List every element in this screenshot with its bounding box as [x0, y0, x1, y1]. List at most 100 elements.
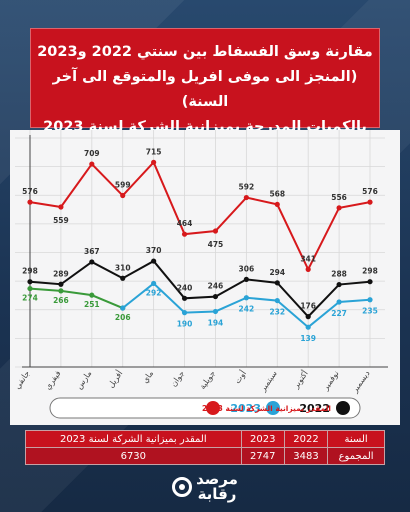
data-label-budget: 464: [177, 219, 193, 228]
series-point-budget: [58, 204, 64, 210]
table-header-cell: 2023: [240, 430, 285, 448]
data-label-2022: 310: [115, 263, 131, 272]
series-point-2022: [151, 258, 157, 264]
data-label-2022: 240: [177, 283, 193, 292]
x-tick-label: أكتوبر: [290, 368, 310, 390]
data-label-budget: 556: [331, 193, 347, 202]
summary-table: السنة 2022 2023 المقدر بميزانية الشركة ل…: [25, 430, 385, 465]
data-label-budget: 576: [22, 187, 38, 196]
series-line-budget: [29, 160, 371, 272]
logo: مرصد رقابة: [155, 470, 255, 504]
data-label-budget: 568: [269, 189, 285, 198]
series-point-2023-forecast: [151, 280, 157, 287]
series-point-budget: [274, 201, 280, 208]
legend-label-2023: 2023: [230, 402, 261, 415]
data-label-budget: 592: [239, 183, 255, 192]
table-cell: المجموع: [327, 447, 385, 465]
series-point-budget: [243, 194, 249, 201]
x-tick-label: مارس: [74, 369, 93, 391]
data-label-2023-forecast: 242: [239, 305, 255, 314]
legend-label-2022: 2022: [299, 402, 330, 415]
x-tick-label: جوان: [169, 369, 186, 388]
x-tick-label: أوت: [232, 368, 248, 385]
series-point-budget: [151, 159, 157, 165]
series-point-budget: [212, 228, 219, 234]
series-point-2022: [27, 279, 33, 285]
legend-swatch-budget: [206, 401, 220, 415]
table-header-cell: 2022: [283, 430, 329, 448]
series-point-2023-actual: [27, 285, 33, 292]
data-label-2023-forecast: 232: [269, 308, 285, 317]
series-point-2023-forecast: [120, 305, 126, 311]
x-tick-label: أفريل: [105, 368, 124, 389]
series-point-budget: [336, 205, 342, 211]
line-chart: 576 559 709 599 715 464 475 592 568 341 556 576 298 2…: [13, 130, 388, 419]
logo-mark-icon: [172, 477, 193, 497]
series-point-2022: [212, 293, 219, 300]
data-label-2023-forecast: 227: [331, 309, 347, 318]
data-label-budget: 599: [115, 181, 131, 190]
title-box: مقارنة وسق الفسفاط بين سنتي 2022 و2023 (…: [30, 28, 380, 135]
data-label-2023-forecast: 292: [146, 288, 162, 297]
table-header-cell: السنة: [327, 430, 385, 448]
x-tick-label: سبتمبر: [258, 369, 279, 394]
series-point-2022: [243, 276, 249, 283]
title-line-2: (المنجز الى موفى افريل والمتوقع الى آخر …: [52, 69, 358, 110]
data-label-2023-actual: 251: [84, 300, 100, 309]
logo-text: مرصد رقابة: [196, 472, 238, 502]
data-label-2023-actual: 274: [22, 294, 38, 303]
x-tick-label: نوفمبر: [320, 369, 340, 393]
data-label-2022: 289: [53, 269, 69, 278]
data-label-2023-forecast: 194: [208, 318, 224, 327]
table-cell: 2747: [240, 447, 285, 465]
series-point-2023-forecast: [367, 297, 373, 303]
data-label-2022: 288: [331, 270, 347, 279]
summary-table-wrap: السنة 2022 2023 المقدر بميزانية الشركة ل…: [25, 430, 385, 465]
series-point-budget: [305, 266, 311, 272]
data-label-2022: 367: [84, 247, 100, 256]
series-point-2023-forecast: [243, 295, 249, 301]
series-line-2022: [29, 259, 371, 319]
series-point-2022: [58, 281, 64, 287]
table-cell: 6730: [25, 447, 242, 465]
series-point-2022: [120, 275, 126, 281]
series-point-2023-actual: [89, 292, 95, 298]
series-point-2023-forecast: [305, 324, 311, 330]
data-label-2023-actual: 206: [115, 313, 131, 322]
data-label-2022: 298: [22, 267, 38, 276]
data-label-budget: 715: [146, 147, 162, 156]
series-point-2023-actual: [58, 288, 64, 294]
data-label-budget: 475: [208, 240, 224, 249]
series-point-budget: [367, 199, 373, 205]
series-point-budget: [181, 231, 188, 237]
series-point-budget: [120, 192, 126, 199]
data-label-2022: 176: [300, 302, 316, 311]
legend-swatch-2022: [336, 401, 350, 415]
series-point-2022: [336, 281, 342, 288]
series-point-2023-forecast: [181, 310, 188, 316]
series-point-2022: [305, 314, 311, 320]
data-label-2023-forecast: 139: [300, 334, 316, 343]
series-point-2022: [89, 259, 95, 265]
data-label-2023-forecast: 235: [362, 307, 378, 316]
series-point-budget: [89, 161, 95, 167]
x-tick-label: جويلية: [198, 369, 217, 391]
series-point-2023-forecast: [274, 297, 280, 304]
chart-panel: 576 559 709 599 715 464 475 592 568 341 556 576 298 2…: [10, 130, 400, 425]
table-header-row: السنة 2022 2023 المقدر بميزانية الشركة ل…: [25, 430, 385, 448]
series-point-2022: [181, 295, 188, 301]
series-line-2023-actual: [29, 287, 124, 309]
x-tick-label: فيفري: [43, 369, 62, 391]
legend-box: [49, 397, 361, 419]
x-tick-label: ماي: [140, 369, 155, 385]
data-label-budget: 559: [53, 216, 69, 225]
x-tick-label: جانفي: [13, 369, 32, 391]
data-label-budget: 576: [362, 187, 378, 196]
logo-line-2: رقابة: [197, 485, 237, 503]
table-cell: 3483: [283, 447, 329, 465]
data-label-budget: 709: [84, 149, 100, 158]
data-label-2023-forecast: 190: [177, 320, 193, 329]
series-point-2022: [367, 279, 373, 285]
data-label-2023-actual: 266: [53, 296, 69, 305]
data-label-2022: 294: [269, 268, 285, 277]
